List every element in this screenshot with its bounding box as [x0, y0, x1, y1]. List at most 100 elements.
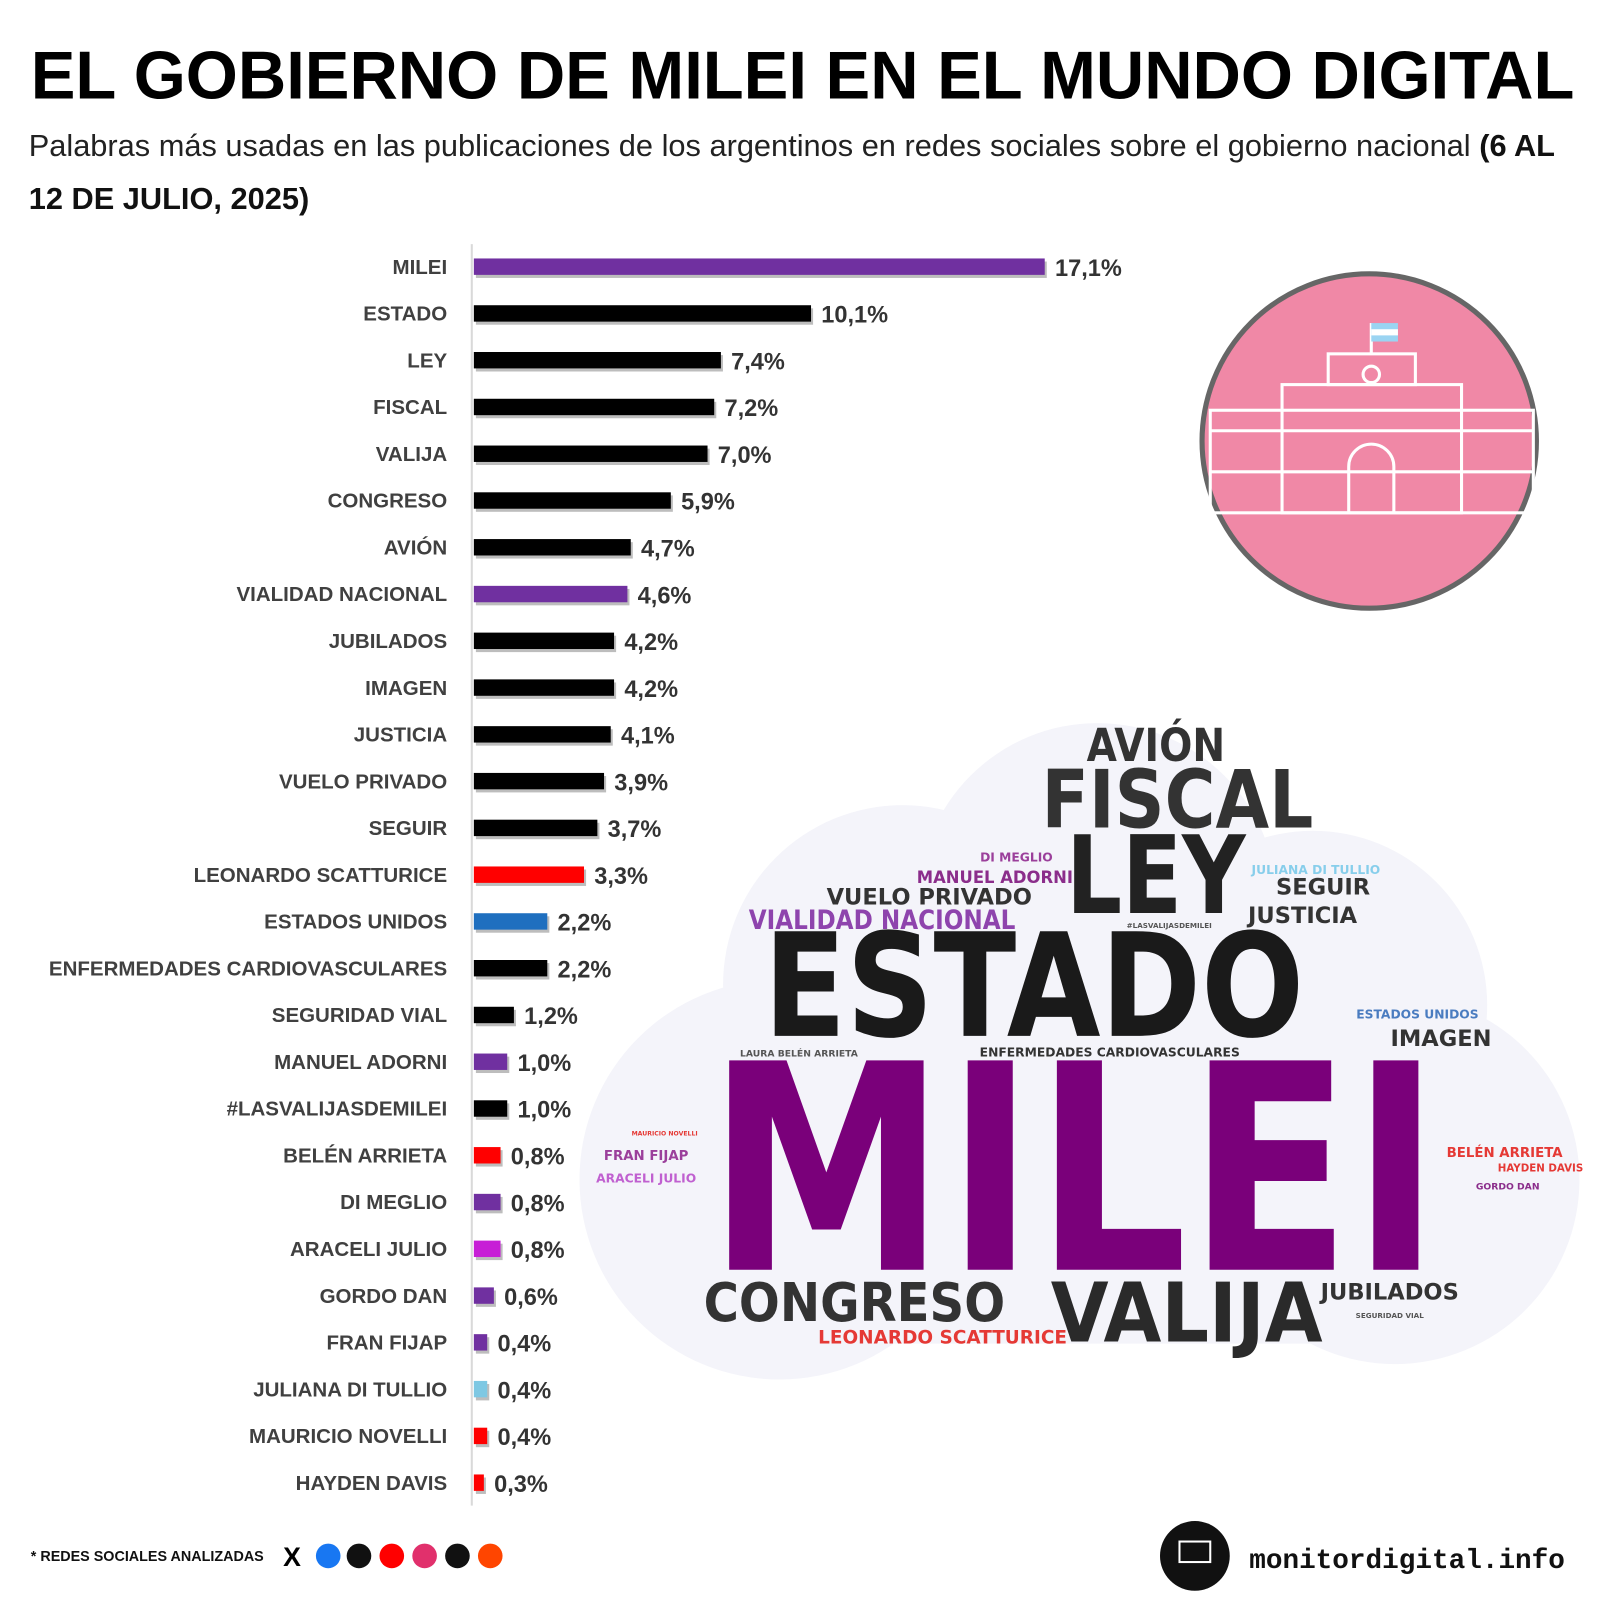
bar	[473, 772, 605, 790]
value-label: 1,0%	[517, 1050, 571, 1076]
value-label: 2,2%	[558, 910, 612, 936]
bar	[473, 1053, 508, 1070]
site-logo-screen	[1178, 1540, 1212, 1564]
cloud-word: FISCAL	[1042, 754, 1314, 847]
svg-text:X: X	[283, 1542, 301, 1572]
emblem	[1199, 271, 1539, 611]
category-label: MANUEL ADORNI	[274, 1051, 447, 1074]
cloud-word: VALIJA	[1051, 1267, 1323, 1362]
cloud-word: JUBILADOS	[1319, 1279, 1459, 1305]
subtitle-text: Palabras más usadas en las publicaciones…	[28, 129, 1471, 164]
category-label: LEY	[407, 349, 447, 372]
value-label: 4,2%	[624, 629, 678, 655]
bar	[473, 1287, 494, 1304]
value-label: 7,2%	[724, 395, 778, 421]
category-label: JUSTICIA	[354, 724, 448, 747]
value-label: 7,4%	[731, 348, 785, 374]
value-label: 0,8%	[511, 1190, 565, 1216]
cloud-word: ESTADOS UNIDOS	[1356, 1007, 1478, 1021]
cloud-word: MILEI	[707, 1003, 1440, 1338]
social-icons: X	[283, 1542, 503, 1572]
bar	[473, 1427, 488, 1445]
cloud-background	[579, 723, 1580, 1380]
bar	[473, 539, 631, 556]
category-label: JUBILADOS	[329, 630, 447, 653]
bar	[473, 1100, 508, 1117]
cloud-word: AVIÓN	[1087, 719, 1225, 772]
category-label: GORDO DAN	[320, 1285, 448, 1308]
site-logo	[1160, 1521, 1230, 1591]
cloud-word: MAURICIO NOVELLI	[632, 1130, 698, 1137]
cloud-word: LAURA BELÉN ARRIETA	[740, 1047, 859, 1059]
category-label: LEONARDO SCATTURICE	[194, 864, 448, 887]
category-label: SEGURIDAD VIAL	[272, 1004, 447, 1027]
value-label: 0,3%	[494, 1471, 548, 1497]
bar	[473, 585, 628, 603]
category-label: HAYDEN DAVIS	[296, 1472, 448, 1495]
value-label: 4,1%	[621, 723, 675, 749]
value-label: 0,4%	[497, 1424, 551, 1450]
bar	[473, 305, 812, 322]
bar	[473, 632, 615, 650]
cloud-word: CONGRESO	[704, 1271, 1006, 1334]
value-label: 3,7%	[608, 816, 662, 842]
cloud-word: DI MEGLIO	[980, 851, 1053, 865]
bar	[473, 1240, 501, 1258]
category-label: ARACELI JULIO	[290, 1238, 447, 1261]
cloud-word: ESTADO	[764, 903, 1305, 1070]
bar	[473, 1474, 484, 1491]
bar	[473, 913, 548, 930]
category-label: FISCAL	[373, 396, 447, 419]
category-label: FRAN FIJAP	[326, 1332, 447, 1355]
subtitle-date: (6 AL 12 DE JULIO, 2025)	[28, 129, 1555, 217]
bar	[473, 960, 548, 977]
value-label: 0,8%	[511, 1144, 565, 1170]
bar	[473, 1380, 488, 1398]
category-label: DI MEGLIO	[340, 1191, 447, 1214]
value-label: 4,7%	[641, 536, 695, 562]
value-label: 1,0%	[517, 1097, 571, 1123]
category-label: SEGUIR	[369, 817, 448, 840]
cloud-word: SEGUIR	[1276, 874, 1370, 900]
value-label: 2,2%	[558, 956, 612, 982]
value-label: 3,9%	[614, 769, 668, 795]
cloud-word: SEGURIDAD VIAL	[1356, 1311, 1425, 1320]
bar	[473, 866, 585, 883]
value-label: 10,1%	[821, 302, 888, 328]
cloud-word: MANUEL ADORNI	[917, 868, 1073, 887]
bar	[473, 1334, 488, 1351]
cloud-word: JULIANA DI TULLIO	[1251, 863, 1381, 877]
cloud-word: BELÉN ARRIETA	[1447, 1144, 1564, 1161]
category-label: ENFERMEDADES CARDIOVASCULARES	[49, 957, 447, 980]
value-label: 5,9%	[681, 489, 735, 515]
cloud-word: IMAGEN	[1390, 1026, 1491, 1052]
category-label: CONGRESO	[328, 490, 448, 513]
value-label: 3,3%	[594, 863, 648, 889]
subtitle-box: Palabras más usadas en las publicaciones…	[29, 120, 1578, 227]
footer-site: monitordigital.info	[1249, 1546, 1565, 1577]
value-label: 17,1%	[1055, 255, 1122, 281]
cloud-word: HAYDEN DAVIS	[1498, 1162, 1583, 1174]
value-label: 1,2%	[524, 1003, 578, 1029]
bar	[473, 726, 611, 743]
subtitle: Palabras más usadas en las publicaciones…	[29, 120, 1578, 227]
cloud-word: #LASVALIJASDEMILEI	[1127, 921, 1212, 930]
category-label: MAURICIO NOVELLI	[249, 1425, 447, 1448]
bar	[473, 1006, 514, 1024]
cloud-word: LEONARDO SCATTURICE	[818, 1328, 1067, 1349]
cloud-word: VUELO PRIVADO	[827, 885, 1032, 911]
bar	[473, 679, 615, 696]
cloud-word: JUSTICIA	[1246, 903, 1358, 929]
cloud-word: LEY	[1066, 814, 1247, 939]
category-label: VALIJA	[376, 443, 448, 466]
category-label: IMAGEN	[365, 677, 447, 700]
value-label: 0,6%	[504, 1284, 558, 1310]
category-label: AVIÓN	[384, 535, 447, 559]
cloud-word: FRAN FIJAP	[604, 1149, 689, 1164]
bar	[473, 352, 721, 369]
bar	[473, 445, 708, 462]
value-label: 4,6%	[638, 582, 692, 608]
value-label: 0,4%	[497, 1331, 551, 1357]
